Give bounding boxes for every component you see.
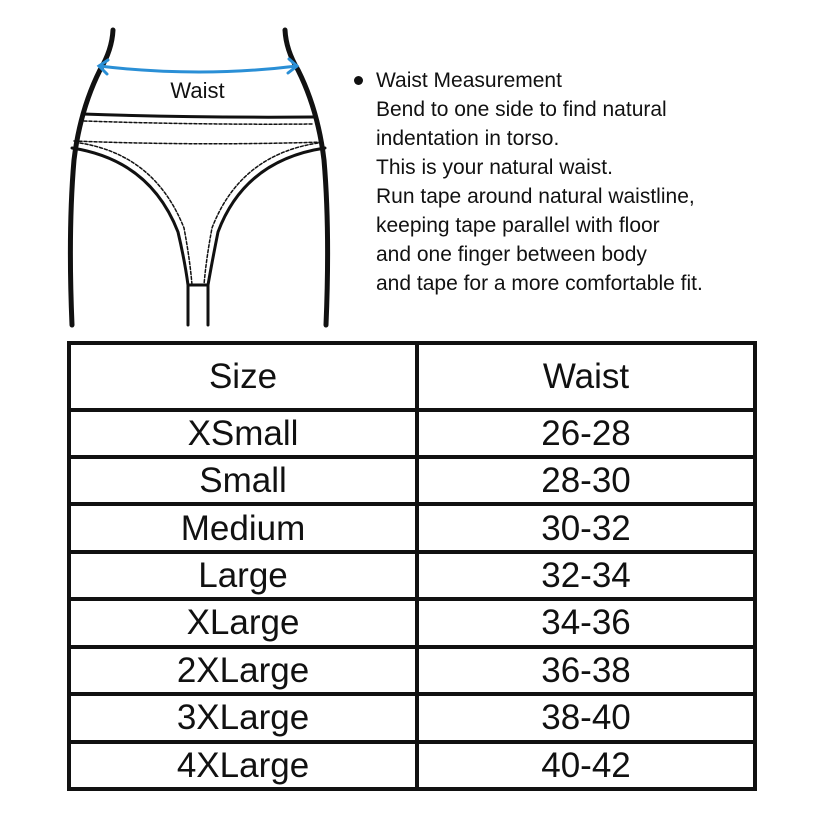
size-cell: XSmall [67,407,419,460]
header-waist: Waist [415,341,757,412]
underwear-waist-illustration [67,27,331,328]
leg-stitch-right [203,142,319,286]
table-row: 4XLarge 40-42 [67,739,757,792]
waistband-stitch [83,120,314,125]
size-cell: Large [67,549,419,602]
instruction-line: and tape for a more comfortable fit. [376,272,703,295]
waist-arrow [96,57,300,76]
waistband-top [81,112,316,119]
gusset [186,283,210,327]
instruction-line: indentation in torso. [376,127,560,150]
size-cell: 2XLarge [67,644,419,697]
table-row: Large 32-34 [67,549,757,602]
leg-opening-right [206,146,327,287]
instruction-line: Run tape around natural waistline, [376,185,695,208]
waist-cell: 36-38 [415,644,757,697]
waist-cell: 28-30 [415,454,757,507]
table-row: XLarge 34-36 [67,597,757,649]
waist-cell: 26-28 [415,407,757,460]
bullet-icon [354,76,363,85]
instructions-title: Waist Measurement [376,69,562,92]
waist-cell: 32-34 [415,549,757,602]
table-row: 2XLarge 36-38 [67,644,757,697]
waist-cell: 30-32 [415,502,757,554]
waist-cell: 34-36 [415,597,757,649]
body-outline-left [67,27,116,328]
table-row: Medium 30-32 [67,502,757,554]
instruction-line: Bend to one side to find natural [376,98,667,121]
instruction-line: This is your natural waist. [376,156,613,179]
leg-opening-left [70,146,190,287]
table-row: 3XLarge 38-40 [67,692,757,744]
waist-cell: 40-42 [415,739,757,792]
size-cell: Small [67,454,419,507]
table-header-row: Size Waist [67,341,757,412]
measurement-instructions: Waist Measurement Bend to one side to fi… [376,66,703,298]
size-cell: Medium [67,502,419,554]
size-cell: 3XLarge [67,692,419,744]
leg-stitch-top [73,140,324,145]
table-row: Small 28-30 [67,454,757,507]
body-outline-right [282,27,331,328]
header-size: Size [67,341,419,412]
instruction-line: keeping tape parallel with floor [376,214,660,237]
waist-label: Waist [170,78,225,103]
instruction-line: and one finger between body [376,243,647,266]
table-row: XSmall 26-28 [67,407,757,460]
waist-cell: 38-40 [415,692,757,744]
leg-stitch-left [79,142,193,286]
size-table: Size Waist XSmall 26-28 Small 28-30 Medium… [67,341,757,792]
size-cell: XLarge [67,597,419,649]
size-cell: 4XLarge [67,739,419,792]
